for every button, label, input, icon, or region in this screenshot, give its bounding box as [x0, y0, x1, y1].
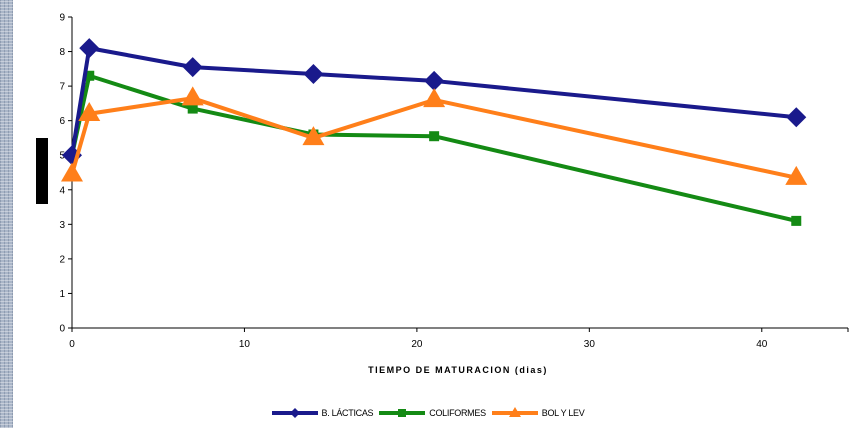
data-point [182, 57, 203, 78]
data-point [302, 126, 325, 146]
chart-series [61, 38, 808, 226]
legend-label: COLIFORMES [429, 408, 486, 418]
y-tick-label: 5 [59, 151, 65, 162]
y-tick-label: 0 [59, 324, 65, 335]
data-point [303, 64, 324, 85]
legend-label: B. LÁCTICAS [321, 408, 374, 418]
data-point [791, 215, 802, 226]
series-diamond [62, 38, 807, 166]
chart-legend: B. LÁCTICAS COLIFORMES BOL Y LEV [0, 404, 856, 422]
series-line [70, 96, 797, 180]
data-point [84, 70, 95, 81]
data-point [785, 165, 808, 185]
y-tick-label: 7 [59, 82, 65, 93]
y-tick-label: 9 [59, 13, 65, 24]
x-tick-label: 40 [756, 339, 768, 350]
data-point [423, 88, 446, 108]
legend-marker [289, 408, 300, 418]
data-point [61, 162, 83, 182]
x-tick-label: 10 [239, 339, 251, 350]
legend-swatch [379, 409, 426, 417]
data-point [181, 86, 204, 106]
data-point [79, 38, 100, 59]
series-triangle [61, 86, 808, 185]
series-line [70, 46, 797, 156]
y-tick-label: 8 [59, 47, 65, 58]
x-tick-label: 20 [411, 339, 423, 350]
data-point [424, 70, 445, 91]
y-tick-label: 3 [59, 220, 65, 231]
x-tick-label: 0 [69, 339, 75, 350]
legend-marker [398, 409, 407, 417]
data-point [78, 101, 101, 121]
left-border-strip [0, 0, 13, 428]
line-chart: 0 1 2 3 4 5 6 7 8 9 0 10 20 30 40 TIEMPO DE MATURACION… [59, 13, 849, 375]
legend-swatch [271, 408, 318, 418]
legend-label: BOL Y LEV [541, 408, 585, 418]
x-axis-title: TIEMPO DE MATURACION (dias) [368, 365, 548, 375]
legend-item: BOL Y LEV [490, 406, 587, 420]
legend-item: COLIFORMES [377, 406, 488, 420]
data-point [429, 131, 440, 142]
y-tick-label: 4 [59, 185, 65, 196]
legend-item: B. LÁCTICAS [270, 406, 376, 420]
series-line [70, 73, 797, 223]
x-tick-label: 30 [584, 339, 596, 350]
data-point [786, 107, 807, 128]
legend-swatch [491, 407, 538, 417]
legend-marker [508, 407, 521, 417]
y-tick-label: 1 [59, 289, 65, 300]
y-axis-label-block [36, 138, 48, 204]
data-point [187, 103, 198, 114]
y-tick-label: 2 [59, 254, 65, 265]
y-tick-label: 6 [59, 116, 65, 127]
